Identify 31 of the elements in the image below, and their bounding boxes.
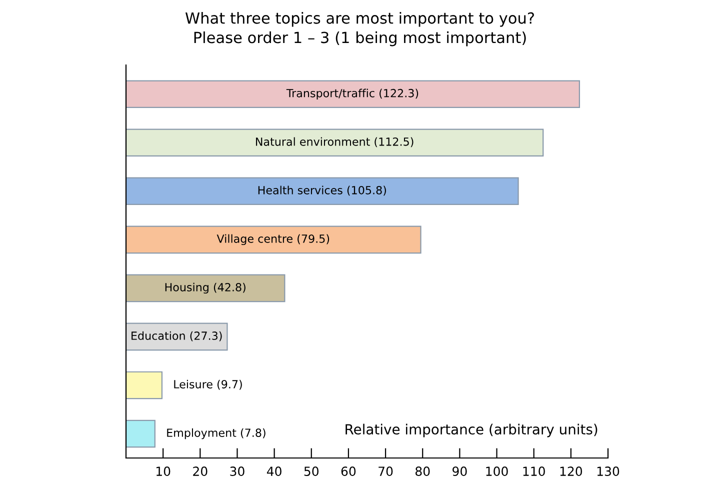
x-tick-label: 50 — [304, 466, 319, 476]
data-label: Housing (42.8) — [165, 282, 246, 294]
x-tick-label: 130 — [597, 466, 620, 476]
bar — [126, 80, 580, 108]
data-label: Transport/traffic (122.3) — [286, 88, 418, 100]
x-tick-label: 120 — [560, 466, 582, 476]
data-label: Village centre (79.5) — [216, 234, 330, 246]
bar — [126, 177, 519, 206]
data-label: Leisure (9.7) — [174, 380, 242, 390]
bar — [126, 274, 286, 302]
data-label: Natural environment (112.5) — [256, 137, 414, 148]
x-tick-label: 100 — [486, 466, 508, 476]
x-tick-label: 110 — [523, 466, 545, 476]
data-label: Health services (105.8) — [258, 186, 386, 196]
x-tick-label: 80 — [416, 466, 430, 476]
bar — [126, 128, 544, 157]
x-axis-title: Relative importance (arbitrary units) — [346, 424, 598, 438]
x-tick-label: 60 — [341, 466, 356, 476]
bar — [126, 420, 156, 448]
x-tick-label: 20 — [193, 466, 208, 476]
x-tick-label: 10 — [156, 466, 170, 476]
x-tick-label: 70 — [378, 466, 393, 476]
bar — [126, 226, 422, 254]
bar — [126, 371, 163, 400]
x-tick-label: 30 — [230, 466, 244, 476]
bar — [126, 322, 228, 351]
data-label: Employment (7.8) — [167, 428, 266, 440]
x-tick-label: 90 — [452, 466, 467, 476]
chart-title: What three topics are most important to you? Please order 1 – 3 (1 being most important) — [185, 12, 534, 46]
data-label: Education (27.3) — [132, 331, 222, 342]
x-tick-label: 40 — [266, 466, 282, 476]
